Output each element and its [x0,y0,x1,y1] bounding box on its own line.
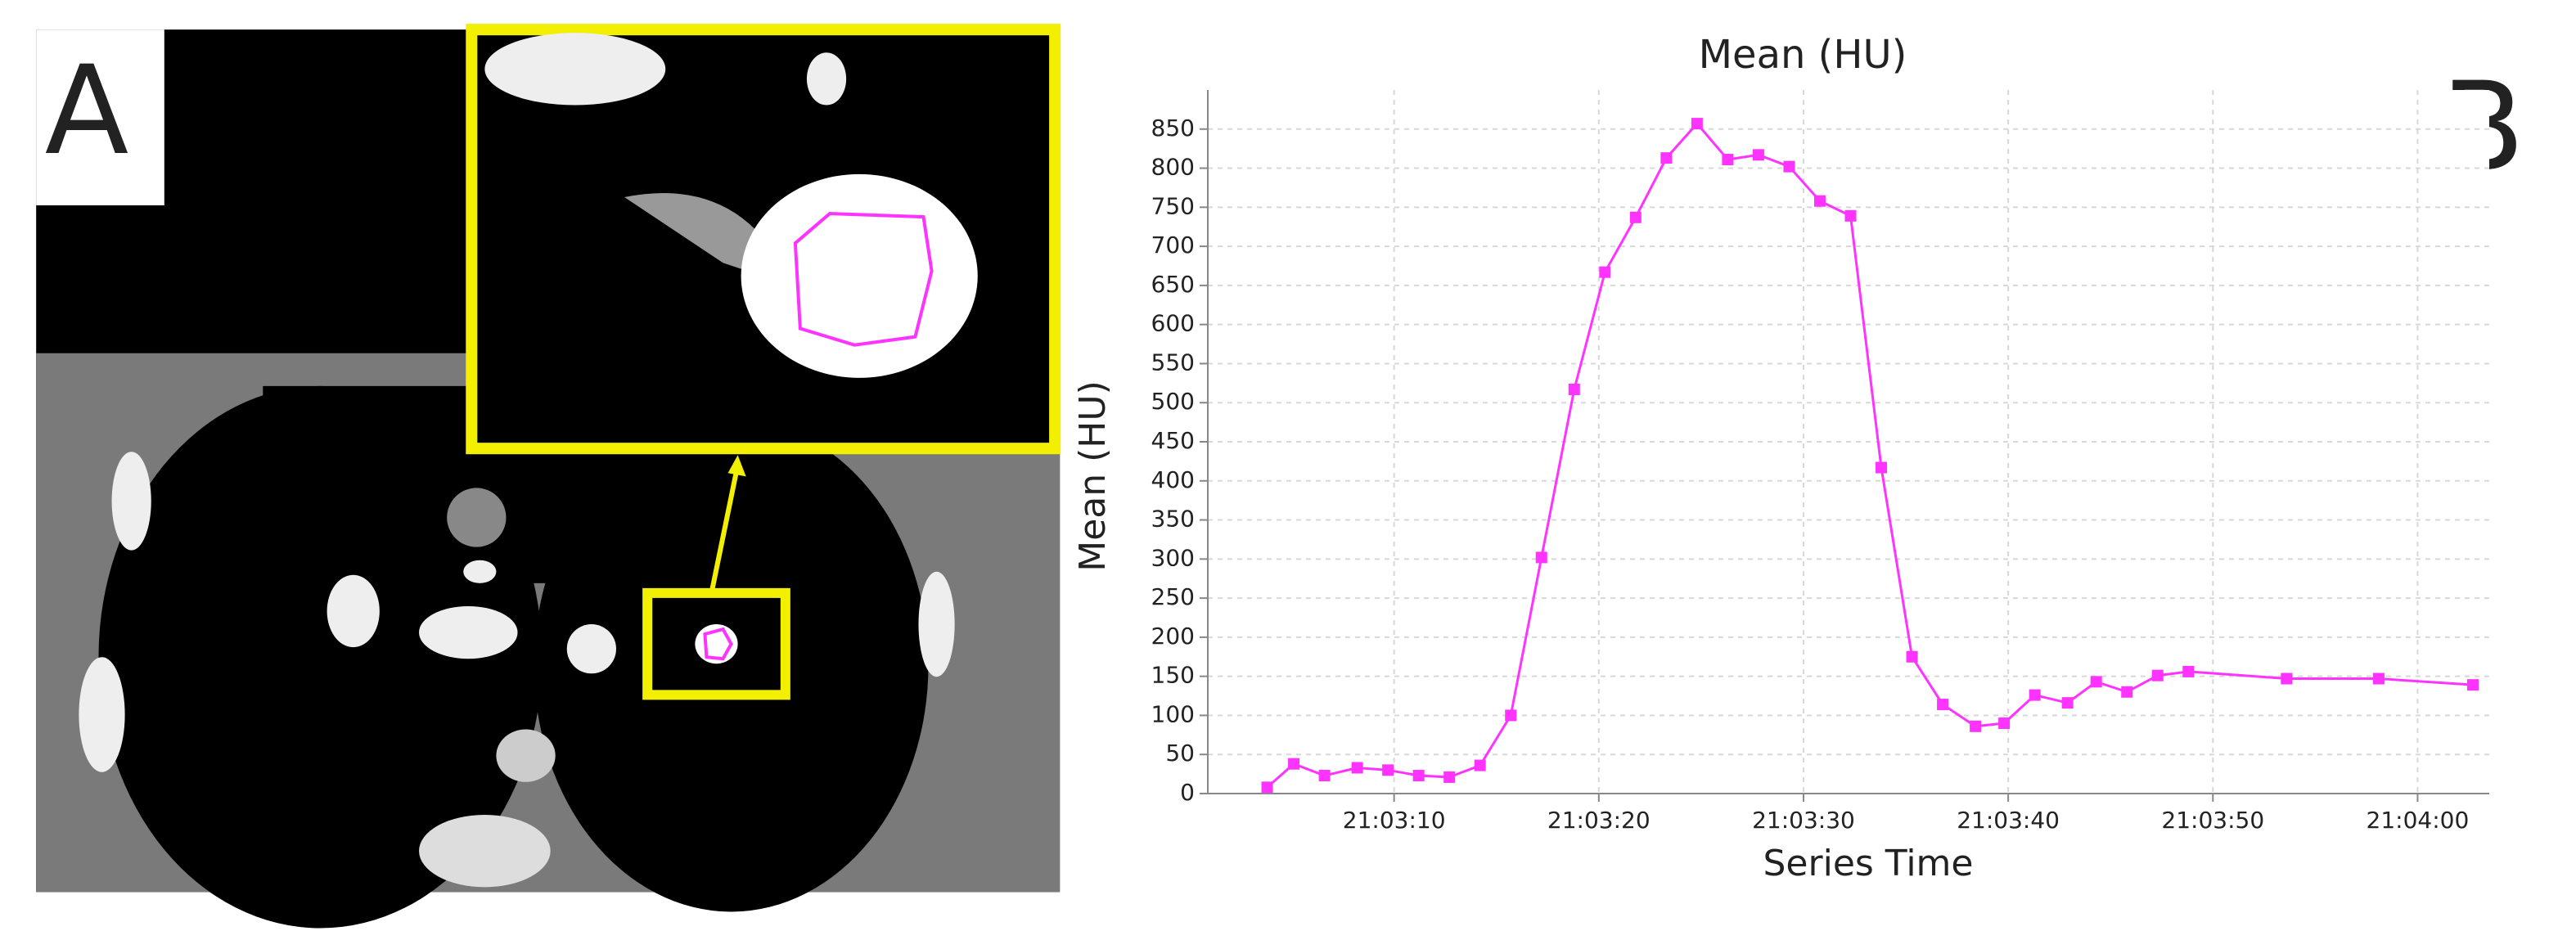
vertebra [496,729,556,782]
y-tick-label: 650 [1151,271,1195,298]
data-point [1906,650,1918,663]
data-point [2372,672,2385,685]
y-tick-label: 450 [1151,427,1195,454]
label-box [36,29,164,205]
plot: 0 50 100 150 200 250 300 350 400 450 500 550 600 650 7… [1151,90,2489,834]
data-point [1876,461,1888,474]
data-point [1382,764,1394,776]
data-point [1970,720,1982,732]
vessel [327,574,380,648]
data-point [2121,686,2133,698]
data-point [2466,679,2479,691]
rib [918,571,955,677]
data-point [1261,781,1273,794]
data-point [1351,762,1363,774]
y-tick-label: 400 [1151,466,1195,493]
data-point [1722,154,1734,166]
y-tick-label: 500 [1151,388,1195,415]
x-axis-label: Series Time [1763,843,1974,884]
rib [111,452,151,551]
data-point [1599,266,1611,278]
y-tick-label: 300 [1151,544,1195,571]
inset-vessel [484,33,666,106]
data-point [2151,669,2164,681]
chart-title: Mean (HU) [1699,32,1907,78]
spine [419,814,551,888]
data-point [2061,697,2074,709]
rib [79,657,125,772]
y-tick-label: 600 [1151,310,1195,337]
inset-vessel [806,52,847,106]
data-point [1535,551,1547,564]
x-tick-label: 21:03:20 [1547,807,1651,834]
vessel [566,624,616,674]
data-point [1288,758,1300,770]
x-tick-label: 21:03:40 [1957,807,2060,834]
inset-roi-outline [793,212,934,347]
y-tick-label: 200 [1151,623,1195,650]
y-axis-label: Mean (HU) [1072,380,1114,572]
data-point [1998,717,2011,729]
data-point [1505,709,1517,722]
inset-branch [624,192,772,280]
zoom-arrowhead [727,455,746,477]
y-tick-label: 50 [1165,740,1195,767]
x-tick-label: 21:03:10 [1343,807,1446,834]
data-point [1412,770,1425,782]
y-tick-label: 350 [1151,506,1195,533]
data-point [1783,160,1795,173]
x-tick-label: 21:03:30 [1752,807,1855,834]
y-tick-label: 0 [1180,779,1195,806]
y-tick-label: 700 [1151,232,1195,259]
x-tick-label: 21:04:00 [2367,807,2470,834]
y-tick-label: 800 [1151,154,1195,181]
data-point [1318,770,1331,782]
y-tick-label: 850 [1151,115,1195,142]
data-point [1752,149,1764,161]
data-point [1691,118,1703,130]
y-tick-label: 150 [1151,662,1195,689]
data-point [1568,383,1580,395]
roi-box [642,587,790,700]
vessel [419,605,518,659]
y-tick-label: 550 [1151,349,1195,376]
data-point [1660,152,1673,164]
inset-roi-vessel [741,173,978,378]
data-point [1629,211,1642,223]
y-tick-label: 750 [1151,192,1195,219]
data-point [1844,209,1857,222]
ct-panel [36,24,1061,929]
y-tick-label: 100 [1151,700,1195,727]
roi-outline [703,627,733,661]
data-point [1813,195,1826,207]
aorta [447,488,507,547]
data-point [1474,759,1486,771]
data-line [1266,121,2474,789]
vessel [463,560,497,583]
panel-label: A [45,40,129,182]
data-point [1443,771,1456,783]
data-point [2090,676,2102,688]
data-point [2182,665,2195,677]
data-point [2029,689,2041,701]
data-point [1937,699,1949,711]
y-tick-label: 250 [1151,583,1195,610]
data-point [2281,672,2293,685]
x-tick-label: 21:03:50 [2161,807,2264,834]
zoom-arrow [709,464,741,594]
